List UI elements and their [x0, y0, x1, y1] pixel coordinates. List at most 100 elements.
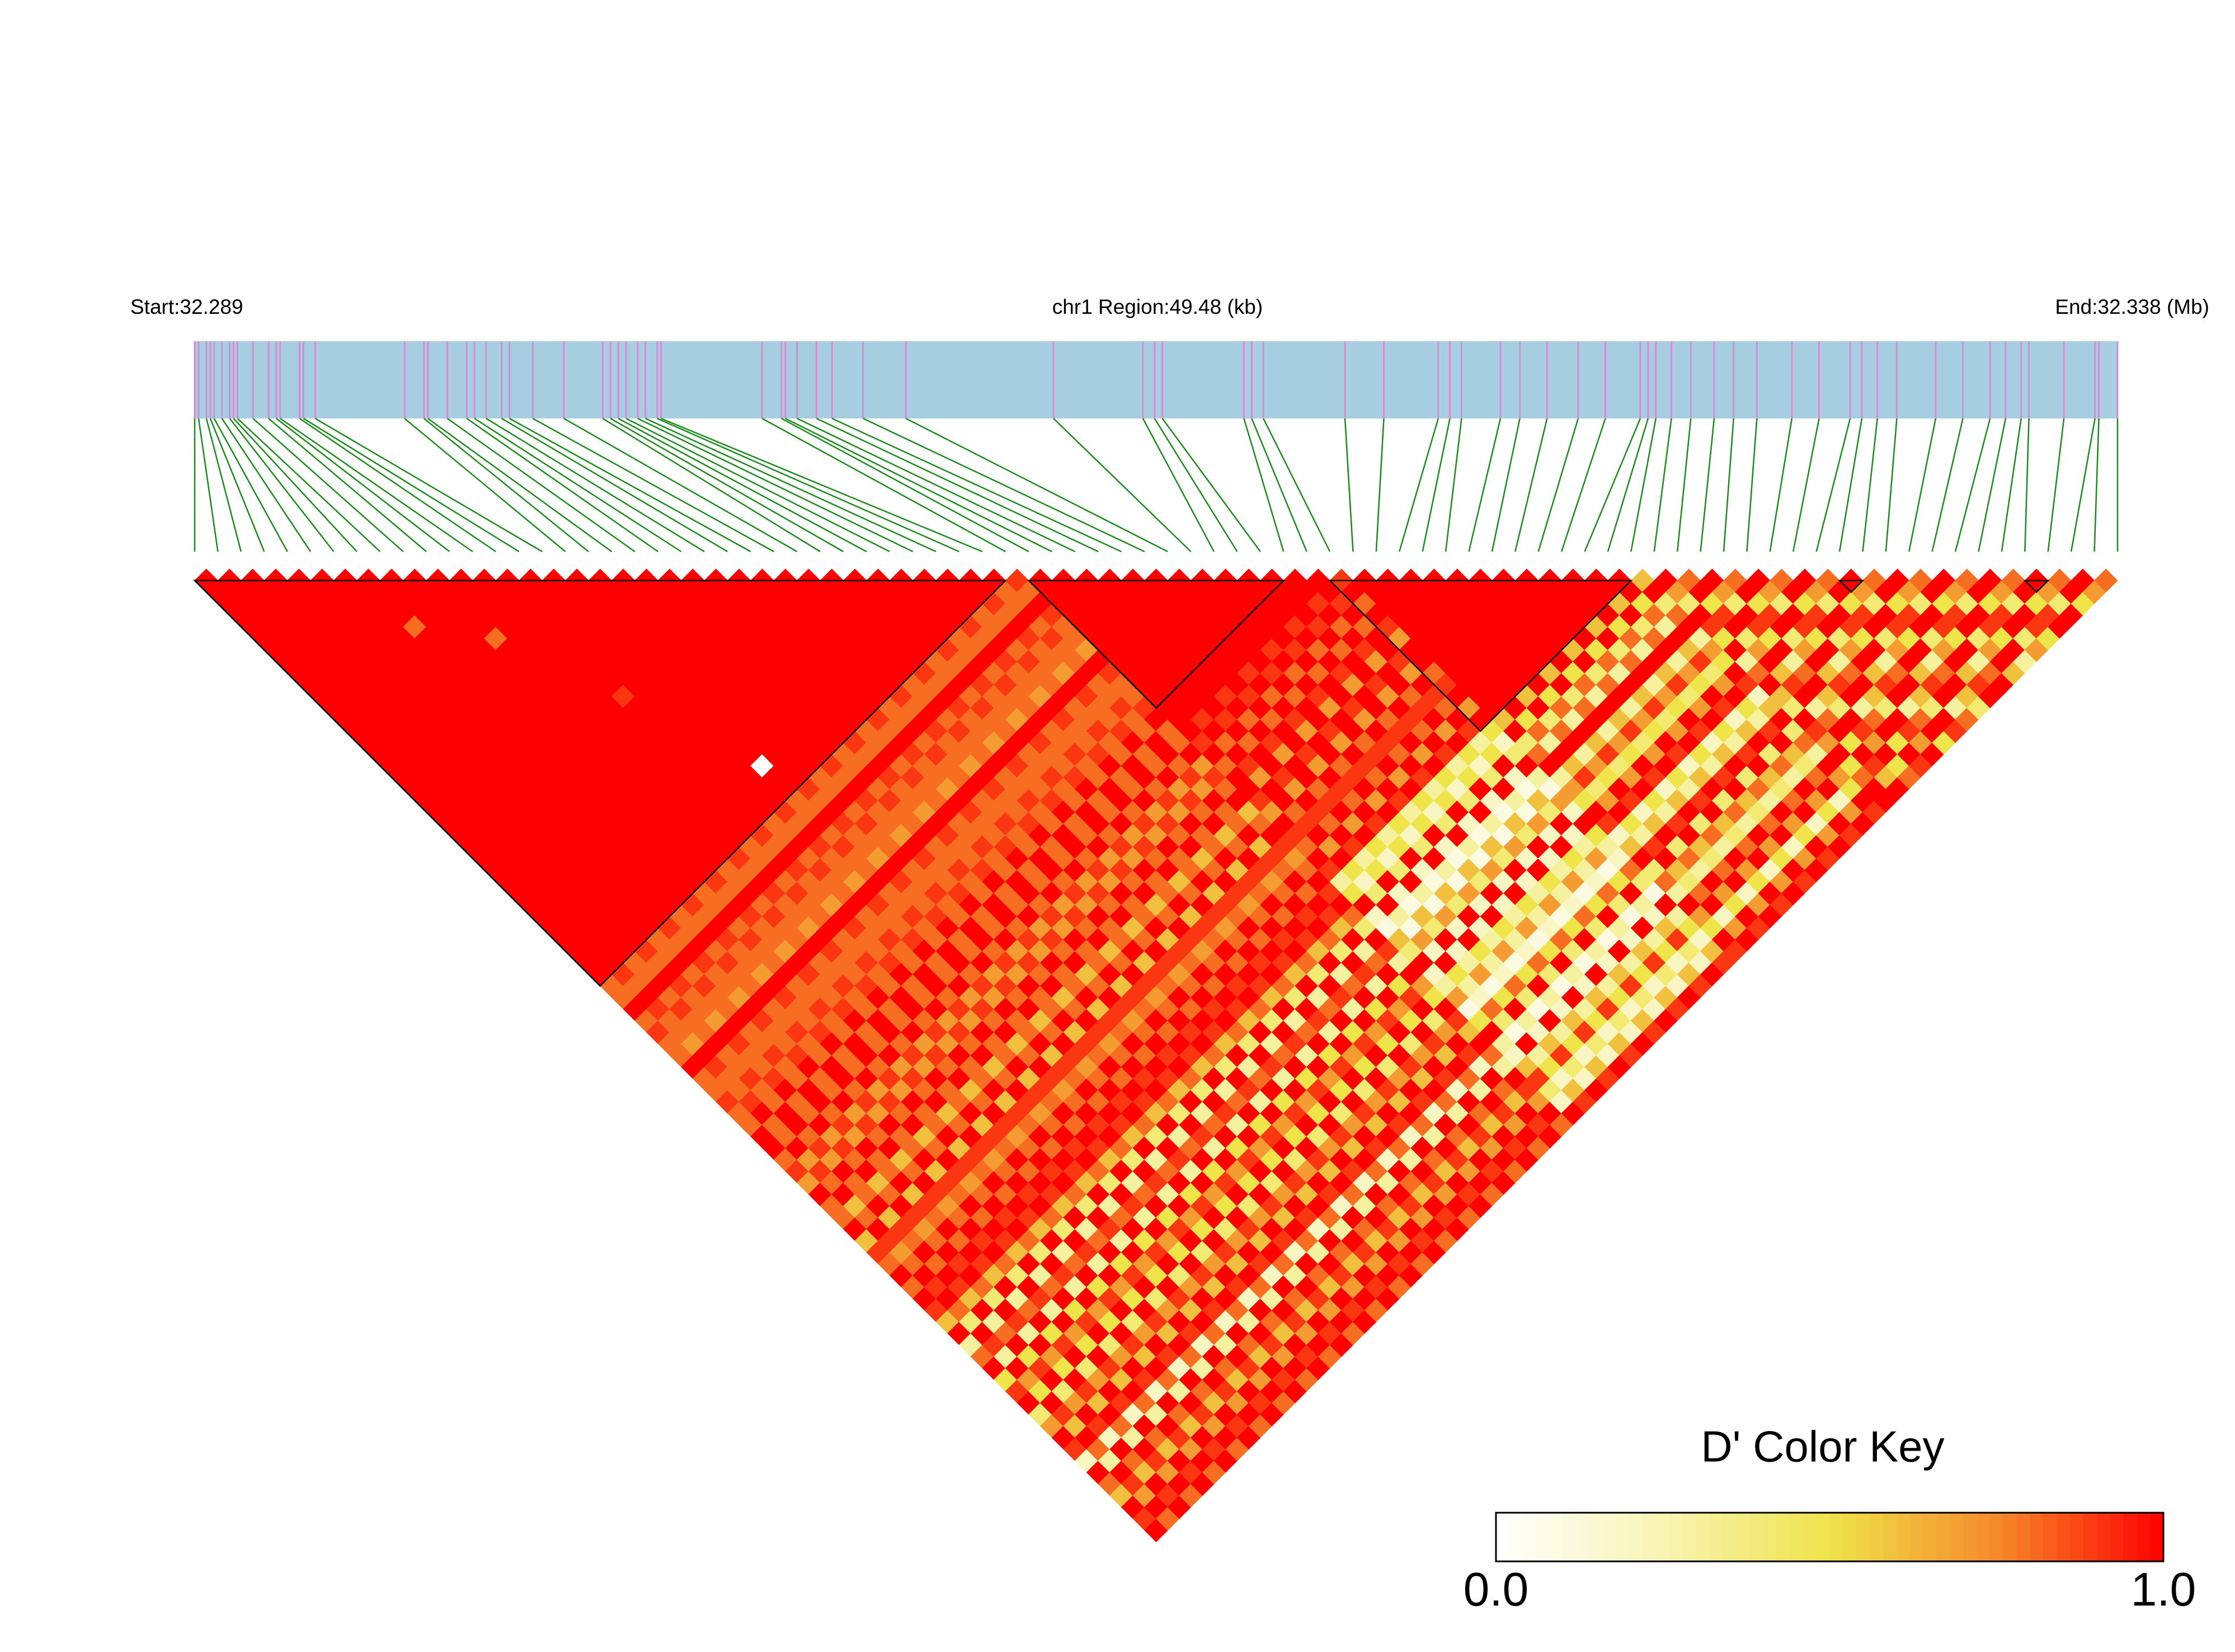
color-key-step	[2137, 1513, 2151, 1561]
snp-connector	[2093, 418, 2100, 552]
color-key-step	[1923, 1513, 1937, 1561]
color-key-step	[1950, 1513, 1964, 1561]
color-key-step	[1723, 1513, 1737, 1561]
color-key-step	[1843, 1513, 1857, 1561]
snp-connector	[1607, 418, 1649, 552]
ld-cell	[2094, 568, 2118, 592]
snp-connector	[424, 418, 589, 552]
snp-connector	[785, 417, 1052, 553]
ld-block-outline	[1027, 580, 1286, 709]
snp-connector	[2001, 418, 2022, 552]
color-key-label: 0.0	[1464, 1563, 1529, 1616]
ld-block-outline	[2023, 580, 2050, 594]
color-key-step	[1549, 1513, 1563, 1561]
color-key-step	[1896, 1513, 1911, 1561]
snp-connector	[831, 417, 1122, 553]
color-key-step	[1749, 1513, 1763, 1561]
snp-connector	[2047, 418, 2065, 552]
color-key-label: 1.0	[2131, 1563, 2196, 1616]
snp-connector	[797, 417, 1076, 553]
snp-connector	[205, 418, 242, 552]
snp-connector	[816, 417, 1099, 553]
snp-connector	[303, 417, 520, 553]
color-key-step	[1656, 1513, 1670, 1561]
snp-connector	[1676, 418, 1692, 552]
snp-connector	[1444, 418, 1462, 552]
snp-connector	[2024, 418, 2030, 552]
snp-connector	[1344, 418, 1354, 552]
snp-connector	[761, 417, 1006, 553]
ld-block-outline	[1838, 580, 1865, 594]
snp-connector	[1263, 418, 1331, 552]
color-key-step	[1870, 1513, 1884, 1561]
color-key-step	[1522, 1513, 1537, 1561]
snp-connector	[1422, 418, 1451, 552]
snp-connector	[501, 417, 728, 553]
snp-connector	[661, 417, 983, 553]
snp-connector	[237, 418, 381, 552]
snp-connector	[427, 417, 613, 553]
color-key-step	[2069, 1513, 2084, 1561]
color-key-step	[2043, 1513, 2057, 1561]
snp-connector	[1154, 418, 1238, 552]
color-key-step	[1883, 1513, 1897, 1561]
color-key-step	[2083, 1513, 2097, 1561]
snp-connector	[268, 418, 427, 552]
snp-connector	[229, 418, 335, 552]
ld-block-outline	[1328, 580, 1633, 732]
snp-connector	[1653, 418, 1672, 552]
snp-connector	[618, 417, 867, 553]
snp-connector	[404, 418, 566, 552]
color-key-step	[1803, 1513, 1817, 1561]
snp-connector	[1399, 418, 1439, 552]
snp-connector	[1537, 418, 1579, 552]
color-key-frame	[1495, 1512, 2165, 1562]
color-key-step	[2096, 1513, 2111, 1561]
snp-connector	[1838, 418, 1863, 552]
snp-connector	[314, 417, 543, 553]
snp-connector	[1931, 418, 1964, 552]
snp-connector	[625, 417, 890, 553]
color-key-step	[1763, 1513, 1777, 1561]
snp-connector	[1491, 418, 1521, 552]
ld-block-outline	[192, 580, 1008, 987]
snp-connector	[637, 417, 914, 553]
snp-connector	[532, 417, 774, 553]
snp-connector	[233, 418, 357, 552]
color-key-step	[1709, 1513, 1724, 1561]
snp-connector	[781, 417, 1029, 553]
region-bar	[195, 341, 2118, 418]
color-key-step	[1963, 1513, 1977, 1561]
snp-connector	[486, 417, 705, 553]
snp-connector	[1700, 418, 1715, 552]
color-key-step	[1736, 1513, 1750, 1561]
snp-connector	[1161, 418, 1261, 552]
snp-connector	[1862, 418, 1878, 552]
snp-connector	[1251, 418, 1307, 552]
snp-connector	[252, 418, 404, 552]
snp-connector	[474, 417, 682, 553]
snp-connector	[221, 418, 312, 552]
color-key-step	[2150, 1513, 2164, 1561]
color-key-step	[2030, 1513, 2044, 1561]
color-key-step	[1602, 1513, 1617, 1561]
snp-connector	[905, 417, 1168, 553]
color-key-step	[1563, 1513, 1577, 1561]
snp-connector	[1142, 418, 1215, 552]
snp-connector	[1243, 418, 1284, 552]
snp-connector	[1468, 418, 1502, 552]
snp-connector	[509, 417, 751, 553]
color-key-step	[1576, 1513, 1590, 1561]
color-key-step	[1856, 1513, 1870, 1561]
snp-connector	[863, 417, 1145, 553]
snp-connector	[1792, 418, 1820, 552]
color-key-step	[1909, 1513, 1924, 1561]
snp-connector	[1560, 418, 1606, 552]
snp-connector	[276, 418, 450, 552]
snp-connector	[1584, 418, 1641, 552]
color-key-step	[2003, 1513, 2017, 1561]
region-label: chr1 Region:49.48 (kb)	[1052, 295, 1263, 318]
color-key-step	[1536, 1513, 1550, 1561]
